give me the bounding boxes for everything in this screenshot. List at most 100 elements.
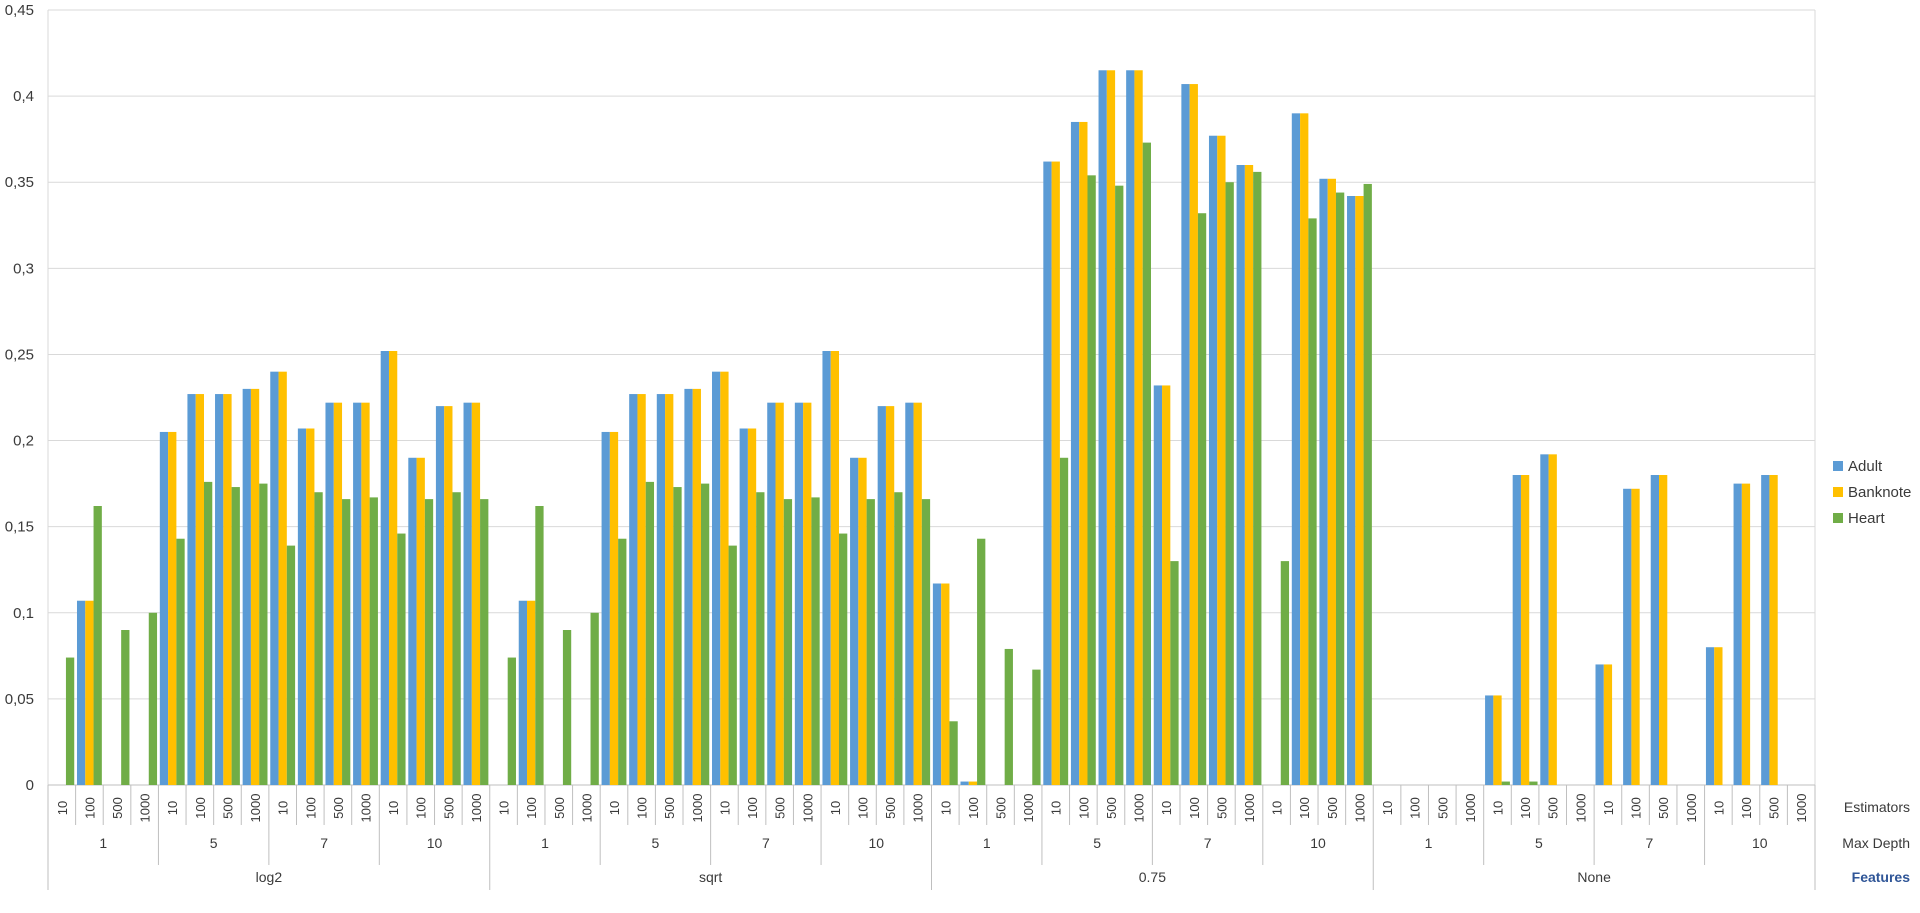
axis-level-label: Features — [1852, 869, 1911, 885]
legend-swatch-banknote — [1833, 487, 1843, 497]
bar-heart — [1197, 213, 1207, 785]
x-tick-estimators: 10 — [276, 801, 291, 815]
legend-label-banknote: Banknote — [1848, 484, 1911, 501]
bar-heart — [1115, 185, 1124, 785]
bar-heart — [673, 487, 682, 785]
bar-heart — [259, 483, 268, 785]
x-group-max-depth: 7 — [320, 835, 328, 851]
y-tick-label: 0,15 — [5, 519, 34, 536]
bar-heart — [562, 630, 572, 785]
x-group-max-depth: 7 — [1204, 835, 1212, 851]
bar-heart — [1170, 561, 1179, 785]
bar-banknote — [692, 388, 701, 785]
bar-adult — [877, 406, 886, 785]
x-group-max-depth: 5 — [652, 835, 660, 851]
axis-level-label: Max Depth — [1842, 835, 1910, 851]
x-tick-estimators: 500 — [773, 797, 788, 819]
x-tick-estimators: 1000 — [1352, 794, 1367, 823]
x-tick-estimators: 500 — [994, 797, 1009, 819]
axis-level-label: Estimators — [1844, 799, 1910, 815]
bar-adult — [380, 351, 389, 785]
x-tick-estimators: 100 — [414, 797, 429, 819]
bar-adult — [932, 583, 942, 785]
bar-heart — [424, 499, 434, 785]
legend: Adult Banknote Heart — [1833, 458, 1911, 527]
x-tick-estimators: 500 — [1325, 797, 1340, 819]
x-tick-estimators: 10 — [1049, 801, 1064, 815]
bar-banknote — [388, 351, 398, 785]
bar-adult — [1512, 475, 1521, 785]
x-tick-estimators: 100 — [303, 797, 318, 819]
y-tick-label: 0,4 — [13, 88, 34, 105]
x-group-max-depth: 10 — [868, 835, 884, 851]
bar-banknote — [1603, 664, 1613, 785]
bar-banknote — [471, 402, 481, 785]
bar-banknote — [1217, 135, 1226, 785]
bar-banknote — [527, 600, 536, 785]
bar-heart — [645, 481, 655, 785]
legend-swatch-adult — [1833, 461, 1843, 471]
bar-banknote — [444, 406, 453, 785]
x-group-max-depth: 10 — [427, 835, 443, 851]
bar-adult — [1733, 483, 1742, 785]
bar-banknote — [1355, 196, 1364, 785]
x-group-max-depth: 1 — [983, 835, 991, 851]
y-tick-label: 0,05 — [5, 691, 34, 708]
x-tick-estimators: 10 — [55, 801, 70, 815]
x-tick-estimators: 100 — [855, 797, 870, 819]
bar-adult — [1623, 488, 1632, 785]
bar-banknote — [637, 394, 646, 785]
bar-adult — [1236, 165, 1245, 785]
x-tick-estimators: 10 — [938, 801, 953, 815]
bar-banknote — [1548, 454, 1557, 785]
bar-heart — [756, 492, 765, 785]
y-tick-label: 0,25 — [5, 346, 34, 363]
bar-adult — [1208, 135, 1218, 785]
bar-banknote — [1493, 695, 1502, 785]
bar-banknote — [361, 402, 370, 785]
bar-heart — [369, 497, 378, 785]
bar-heart — [1363, 183, 1372, 785]
bar-heart — [590, 612, 599, 785]
bar-banknote — [913, 402, 922, 785]
bar-heart — [397, 533, 406, 785]
bar-heart — [231, 487, 240, 785]
x-tick-estimators: 500 — [441, 797, 456, 819]
bar-banknote — [306, 428, 315, 785]
bar-adult — [518, 600, 528, 785]
x-tick-estimators: 10 — [497, 801, 512, 815]
x-tick-estimators: 1000 — [359, 794, 374, 823]
bar-adult — [1291, 113, 1301, 786]
bar-adult — [905, 402, 914, 785]
bar-banknote — [1520, 475, 1530, 785]
bar-heart — [507, 657, 516, 785]
bar-heart — [535, 506, 544, 785]
x-tick-estimators: 500 — [331, 797, 346, 819]
x-group-max-depth: 7 — [762, 835, 770, 851]
bar-heart — [977, 538, 986, 785]
bar-adult — [1098, 70, 1107, 786]
x-tick-estimators: 100 — [193, 797, 208, 819]
bar-adult — [601, 431, 610, 785]
x-group-max-depth: 1 — [99, 835, 107, 851]
x-tick-estimators: 100 — [1297, 797, 1312, 819]
x-tick-estimators: 10 — [1601, 801, 1616, 815]
bar-adult — [270, 371, 279, 785]
bar-heart — [1225, 182, 1234, 785]
bar-heart — [286, 545, 296, 785]
bar-adult — [960, 781, 969, 785]
bar-banknote — [195, 394, 204, 785]
x-group-max-depth: 1 — [1425, 835, 1433, 851]
x-group-max-depth: 7 — [1645, 835, 1653, 851]
bar-banknote — [803, 402, 812, 785]
x-tick-estimators: 1000 — [911, 794, 926, 823]
x-tick-estimators: 1000 — [690, 794, 705, 823]
x-tick-estimators: 10 — [828, 801, 843, 815]
bar-heart — [148, 612, 158, 785]
bar-banknote — [885, 406, 895, 785]
bar-adult — [1319, 178, 1328, 785]
x-tick-estimators: 1000 — [1684, 794, 1699, 823]
x-tick-estimators: 1000 — [1242, 794, 1257, 823]
